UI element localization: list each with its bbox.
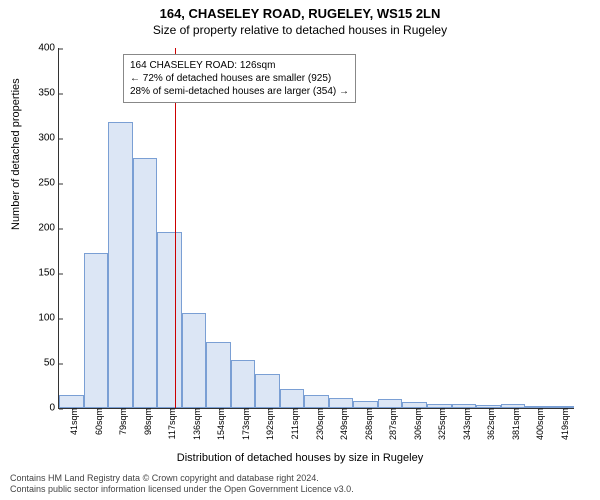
y-tick: 50 <box>44 358 59 369</box>
x-axis-label: Distribution of detached houses by size … <box>0 452 600 464</box>
x-tick: 79sqm <box>116 408 128 435</box>
x-tick: 41sqm <box>67 408 79 435</box>
bar <box>231 360 256 408</box>
x-tick: 117sqm <box>165 408 177 439</box>
y-tick: 100 <box>38 313 59 324</box>
x-tick: 400sqm <box>533 408 545 440</box>
bar <box>378 399 403 408</box>
bar <box>182 313 207 408</box>
x-tick: 325sqm <box>435 408 447 440</box>
plot-area: 050100150200250300350400 41sqm60sqm79sqm… <box>58 48 574 409</box>
x-tick: 287sqm <box>386 408 398 440</box>
annotation-line1: 164 CHASELEY ROAD: 126sqm <box>130 59 349 72</box>
x-tick: 60sqm <box>92 408 104 435</box>
bar <box>206 342 231 408</box>
y-tick: 150 <box>38 268 59 279</box>
x-tick: 173sqm <box>239 408 251 440</box>
x-tick: 98sqm <box>141 408 153 435</box>
bar <box>157 232 182 408</box>
x-tick: 419sqm <box>558 408 570 440</box>
footer-attribution: Contains HM Land Registry data © Crown c… <box>10 473 354 496</box>
bar <box>304 395 329 409</box>
y-tick: 300 <box>38 133 59 144</box>
footer-line1: Contains HM Land Registry data © Crown c… <box>10 473 354 485</box>
y-tick: 250 <box>38 178 59 189</box>
y-tick: 200 <box>38 223 59 234</box>
y-axis-label: Number of detached properties <box>10 78 22 230</box>
x-tick: 192sqm <box>263 408 275 440</box>
chart-container: 164, CHASELEY ROAD, RUGELEY, WS15 2LN Si… <box>0 0 600 500</box>
bar <box>84 253 109 408</box>
y-tick: 0 <box>49 403 59 414</box>
x-tick: 230sqm <box>313 408 325 440</box>
bar <box>255 374 280 408</box>
bar <box>329 398 354 408</box>
bar <box>108 122 133 408</box>
y-tick: 350 <box>38 88 59 99</box>
y-tick: 400 <box>38 43 59 54</box>
x-tick: 249sqm <box>337 408 349 440</box>
x-tick: 268sqm <box>362 408 374 440</box>
annotation-line3: 28% of semi-detached houses are larger (… <box>130 85 349 98</box>
x-tick: 154sqm <box>214 408 226 440</box>
bar <box>133 158 158 408</box>
bar <box>280 389 305 408</box>
annotation-box: 164 CHASELEY ROAD: 126sqm ← 72% of detac… <box>123 54 356 103</box>
chart-title: 164, CHASELEY ROAD, RUGELEY, WS15 2LN <box>0 0 600 21</box>
x-tick: 381sqm <box>509 408 521 440</box>
x-tick: 211sqm <box>288 408 300 439</box>
chart-subtitle: Size of property relative to detached ho… <box>0 21 600 37</box>
bar <box>353 401 378 408</box>
bar <box>59 395 84 409</box>
x-tick: 306sqm <box>411 408 423 440</box>
x-tick: 362sqm <box>484 408 496 440</box>
annotation-line2: ← 72% of detached houses are smaller (92… <box>130 72 349 85</box>
x-tick: 136sqm <box>190 408 202 440</box>
x-tick: 343sqm <box>460 408 472 440</box>
footer-line2: Contains public sector information licen… <box>10 484 354 496</box>
